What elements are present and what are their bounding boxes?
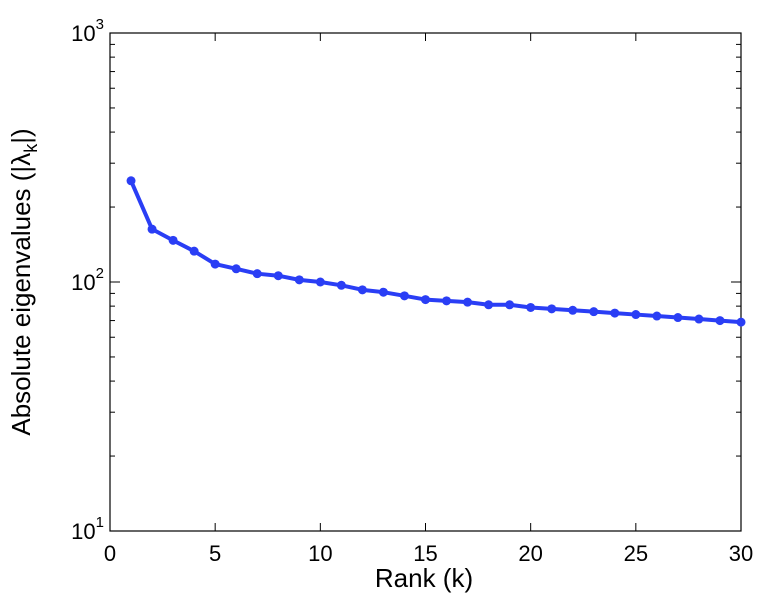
data-point (694, 314, 704, 324)
data-point (715, 316, 725, 326)
data-point (336, 280, 346, 290)
y-axis-title: Absolute eigenvalues (|λk|) (6, 128, 41, 435)
data-point (673, 313, 683, 323)
data-point (189, 246, 199, 256)
y-tick-label-base: 10 (71, 270, 95, 295)
y-tick-label-base: 10 (71, 21, 95, 46)
x-tick-label: 5 (209, 541, 221, 566)
data-point (442, 296, 452, 306)
data-point (378, 287, 388, 297)
plot-frame (109, 32, 742, 532)
data-point (589, 307, 599, 317)
y-axis-title-prefix: Absolute eigenvalues (|λ (6, 153, 36, 436)
data-point (210, 259, 220, 269)
data-point (421, 295, 430, 305)
data-point (126, 176, 136, 186)
y-tick-label-base: 10 (71, 519, 95, 544)
data-point (315, 277, 325, 287)
y-tick-label: 103 (71, 16, 104, 46)
data-point (526, 302, 536, 312)
data-point (231, 264, 241, 274)
data-point (463, 297, 473, 307)
y-axis-title-subscript: k (21, 143, 41, 153)
data-point (147, 224, 157, 234)
series-line (129, 178, 743, 325)
y-tick-label-exponent: 1 (96, 514, 104, 531)
x-tick-label: 10 (308, 541, 332, 566)
x-tick-label: 0 (104, 541, 116, 566)
x-axis-title: Rank (k) (375, 563, 473, 593)
data-point (252, 269, 262, 279)
y-tick-label-exponent: 3 (96, 16, 104, 33)
x-tick-label: 15 (413, 541, 437, 566)
data-point (505, 300, 515, 310)
major-ticks (109, 32, 742, 532)
data-point (168, 235, 178, 245)
y-axis-title-suffix: |) (6, 128, 36, 143)
data-point (568, 305, 578, 315)
x-tick-label: 20 (518, 541, 542, 566)
minor-ticks (110, 43, 741, 457)
data-point (547, 304, 557, 314)
data-point (294, 275, 304, 285)
data-point (357, 285, 367, 295)
data-point (631, 310, 641, 320)
data-point (652, 311, 662, 321)
data-point (610, 308, 620, 318)
data-point (736, 317, 746, 327)
y-tick-label: 101 (71, 514, 104, 544)
data-point (399, 291, 409, 301)
data-point (273, 271, 283, 281)
y-tick-label: 102 (71, 265, 104, 295)
y-tick-label-exponent: 2 (96, 265, 104, 282)
x-tick-label: 25 (624, 541, 648, 566)
series-layer (126, 176, 746, 327)
data-point (484, 300, 494, 310)
x-tick-labels: 0 5 10 15 20 25 30 (104, 541, 753, 566)
x-tick-label: 30 (729, 541, 753, 566)
